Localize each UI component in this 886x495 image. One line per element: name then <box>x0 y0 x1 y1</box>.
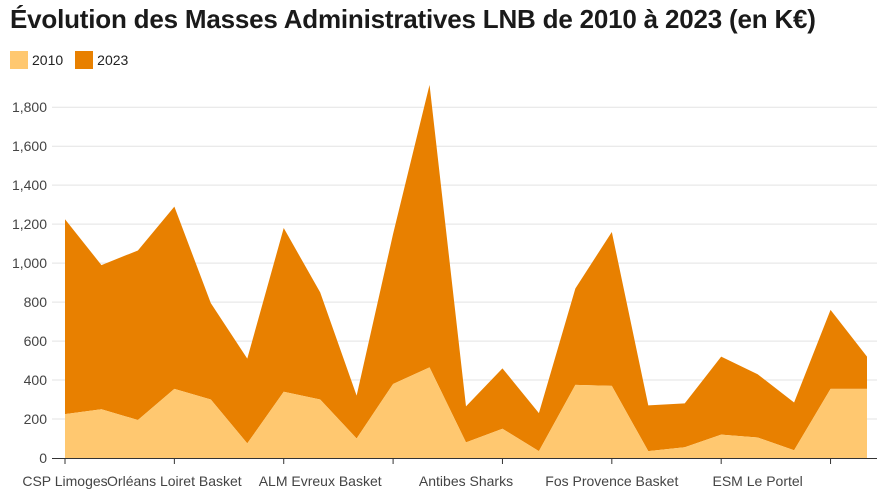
legend-swatch-2010 <box>10 51 28 69</box>
y-tick-label: 600 <box>24 333 48 349</box>
axes: 0 200 400 600 800 1,000 1,200 1,400 1,600 1,800 CS… <box>12 99 877 489</box>
area-2023 <box>65 84 867 452</box>
legend: 2010 2023 <box>10 51 140 69</box>
y-tick-label: 400 <box>24 372 48 388</box>
x-tick-label: ESM Le Portel <box>713 473 803 489</box>
y-tick-label: 1,200 <box>12 216 47 232</box>
chart-title: Évolution des Masses Administratives LNB… <box>10 4 816 34</box>
y-tick-label: 0 <box>39 450 47 466</box>
legend-swatch-2023 <box>75 51 94 69</box>
legend-item-2023[interactable]: 2023 <box>75 51 128 69</box>
area-2010 <box>65 367 867 458</box>
y-tick-label: 1,600 <box>12 138 47 154</box>
y-tick-label: 800 <box>24 294 48 310</box>
y-tick-label: 200 <box>24 411 48 427</box>
y-tick-label: 1,400 <box>12 177 47 193</box>
x-tick-label: CSP Limoges <box>22 473 107 489</box>
legend-item-2010[interactable]: 2010 <box>10 51 63 69</box>
y-tick-label: 1,800 <box>12 99 47 115</box>
x-tick-label: Orléans Loiret Basket <box>107 473 242 489</box>
x-tick-label: Fos Provence Basket <box>545 473 678 489</box>
legend-label-2010: 2010 <box>32 52 64 68</box>
x-tick-label: Antibes Sharks <box>419 473 513 489</box>
areas <box>65 84 867 458</box>
y-tick-label: 1,000 <box>12 255 47 271</box>
x-tick-label: ALM Evreux Basket <box>259 473 382 489</box>
legend-label-2023: 2023 <box>97 52 129 68</box>
